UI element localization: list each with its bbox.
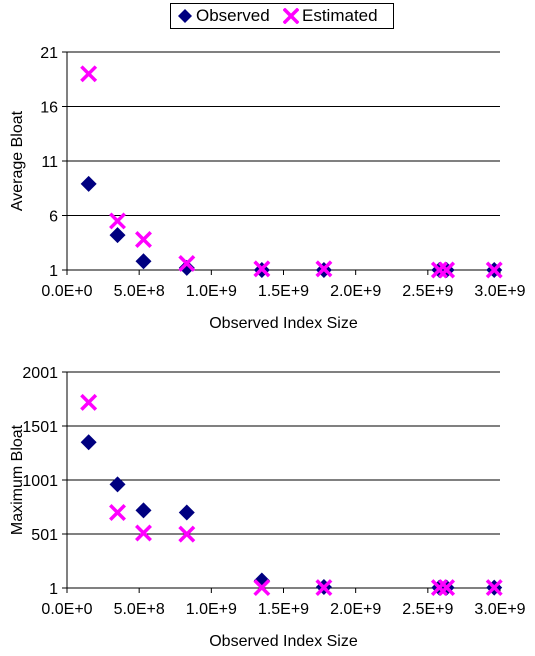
legend-item-estimated: Estimated [283, 6, 378, 26]
y-tick-label: 6 [49, 209, 58, 226]
x-tick-label: 0.0E+0 [41, 601, 92, 618]
estimated-point [135, 231, 152, 248]
x-tick-label: 5.0E+8 [114, 283, 165, 300]
x-tick-label: 2.5E+9 [402, 283, 453, 300]
estimated-point [315, 260, 333, 278]
x-tick-label: 1.5E+9 [258, 283, 309, 300]
x-tick-label: 1.0E+9 [186, 601, 237, 618]
y-tick-label: 1001 [22, 473, 58, 490]
estimated-point [135, 524, 152, 542]
estimated-point [80, 393, 98, 411]
estimated-point [109, 212, 126, 230]
estimated-point [485, 261, 503, 279]
estimated-point [109, 504, 126, 521]
x-tick-label: 5.0E+8 [114, 601, 165, 618]
observed-point [80, 175, 97, 192]
estimated-point [80, 65, 98, 83]
observed-point [80, 434, 97, 451]
observed-point [178, 504, 195, 521]
chart-legend: Observed Estimated [170, 3, 394, 29]
x-tick-label: 0.0E+0 [41, 283, 92, 300]
x-axis-title: Observed Index Size [209, 315, 358, 332]
y-tick-label: 11 [41, 154, 58, 171]
y-tick-label: 21 [40, 45, 58, 62]
estimated-point [178, 254, 196, 272]
estimated-point [315, 579, 333, 597]
observed-point [109, 227, 126, 244]
x-axis-title: Observed Index Size [209, 633, 358, 650]
y-axis-title: Average Bloat [9, 110, 26, 211]
observed-point [178, 259, 195, 276]
observed-point [135, 253, 152, 270]
y-tick-label: 1 [49, 581, 58, 598]
estimated-point [485, 579, 503, 597]
y-tick-label: 1501 [22, 419, 58, 436]
estimated-point [178, 525, 196, 543]
legend-item-observed: Observed [177, 6, 270, 26]
legend-label-estimated: Estimated [302, 6, 378, 25]
x-tick-label: 1.0E+9 [186, 283, 237, 300]
estimated-point [253, 579, 271, 597]
x-tick-label: 2.0E+9 [330, 283, 381, 300]
y-tick-label: 1 [49, 263, 58, 280]
y-axis-title: Maximum Bloat [9, 424, 26, 535]
x-tick-label: 3.0E+9 [474, 601, 525, 618]
x-tick-label: 3.0E+9 [474, 283, 525, 300]
observed-point [109, 476, 126, 493]
y-tick-label: 16 [40, 100, 58, 117]
estimated-point [438, 261, 456, 279]
x-tick-label: 1.5E+9 [258, 601, 309, 618]
observed-point [135, 502, 152, 519]
x-tick-label: 2.0E+9 [330, 601, 381, 618]
y-tick-label: 501 [31, 527, 58, 544]
x-marker-icon [283, 8, 299, 24]
estimated-point [253, 260, 271, 278]
y-tick-label: 2001 [22, 365, 58, 382]
estimated-point [438, 579, 456, 597]
x-tick-label: 2.5E+9 [402, 601, 453, 618]
legend-label-observed: Observed [196, 6, 270, 25]
diamond-marker-icon [178, 9, 192, 23]
